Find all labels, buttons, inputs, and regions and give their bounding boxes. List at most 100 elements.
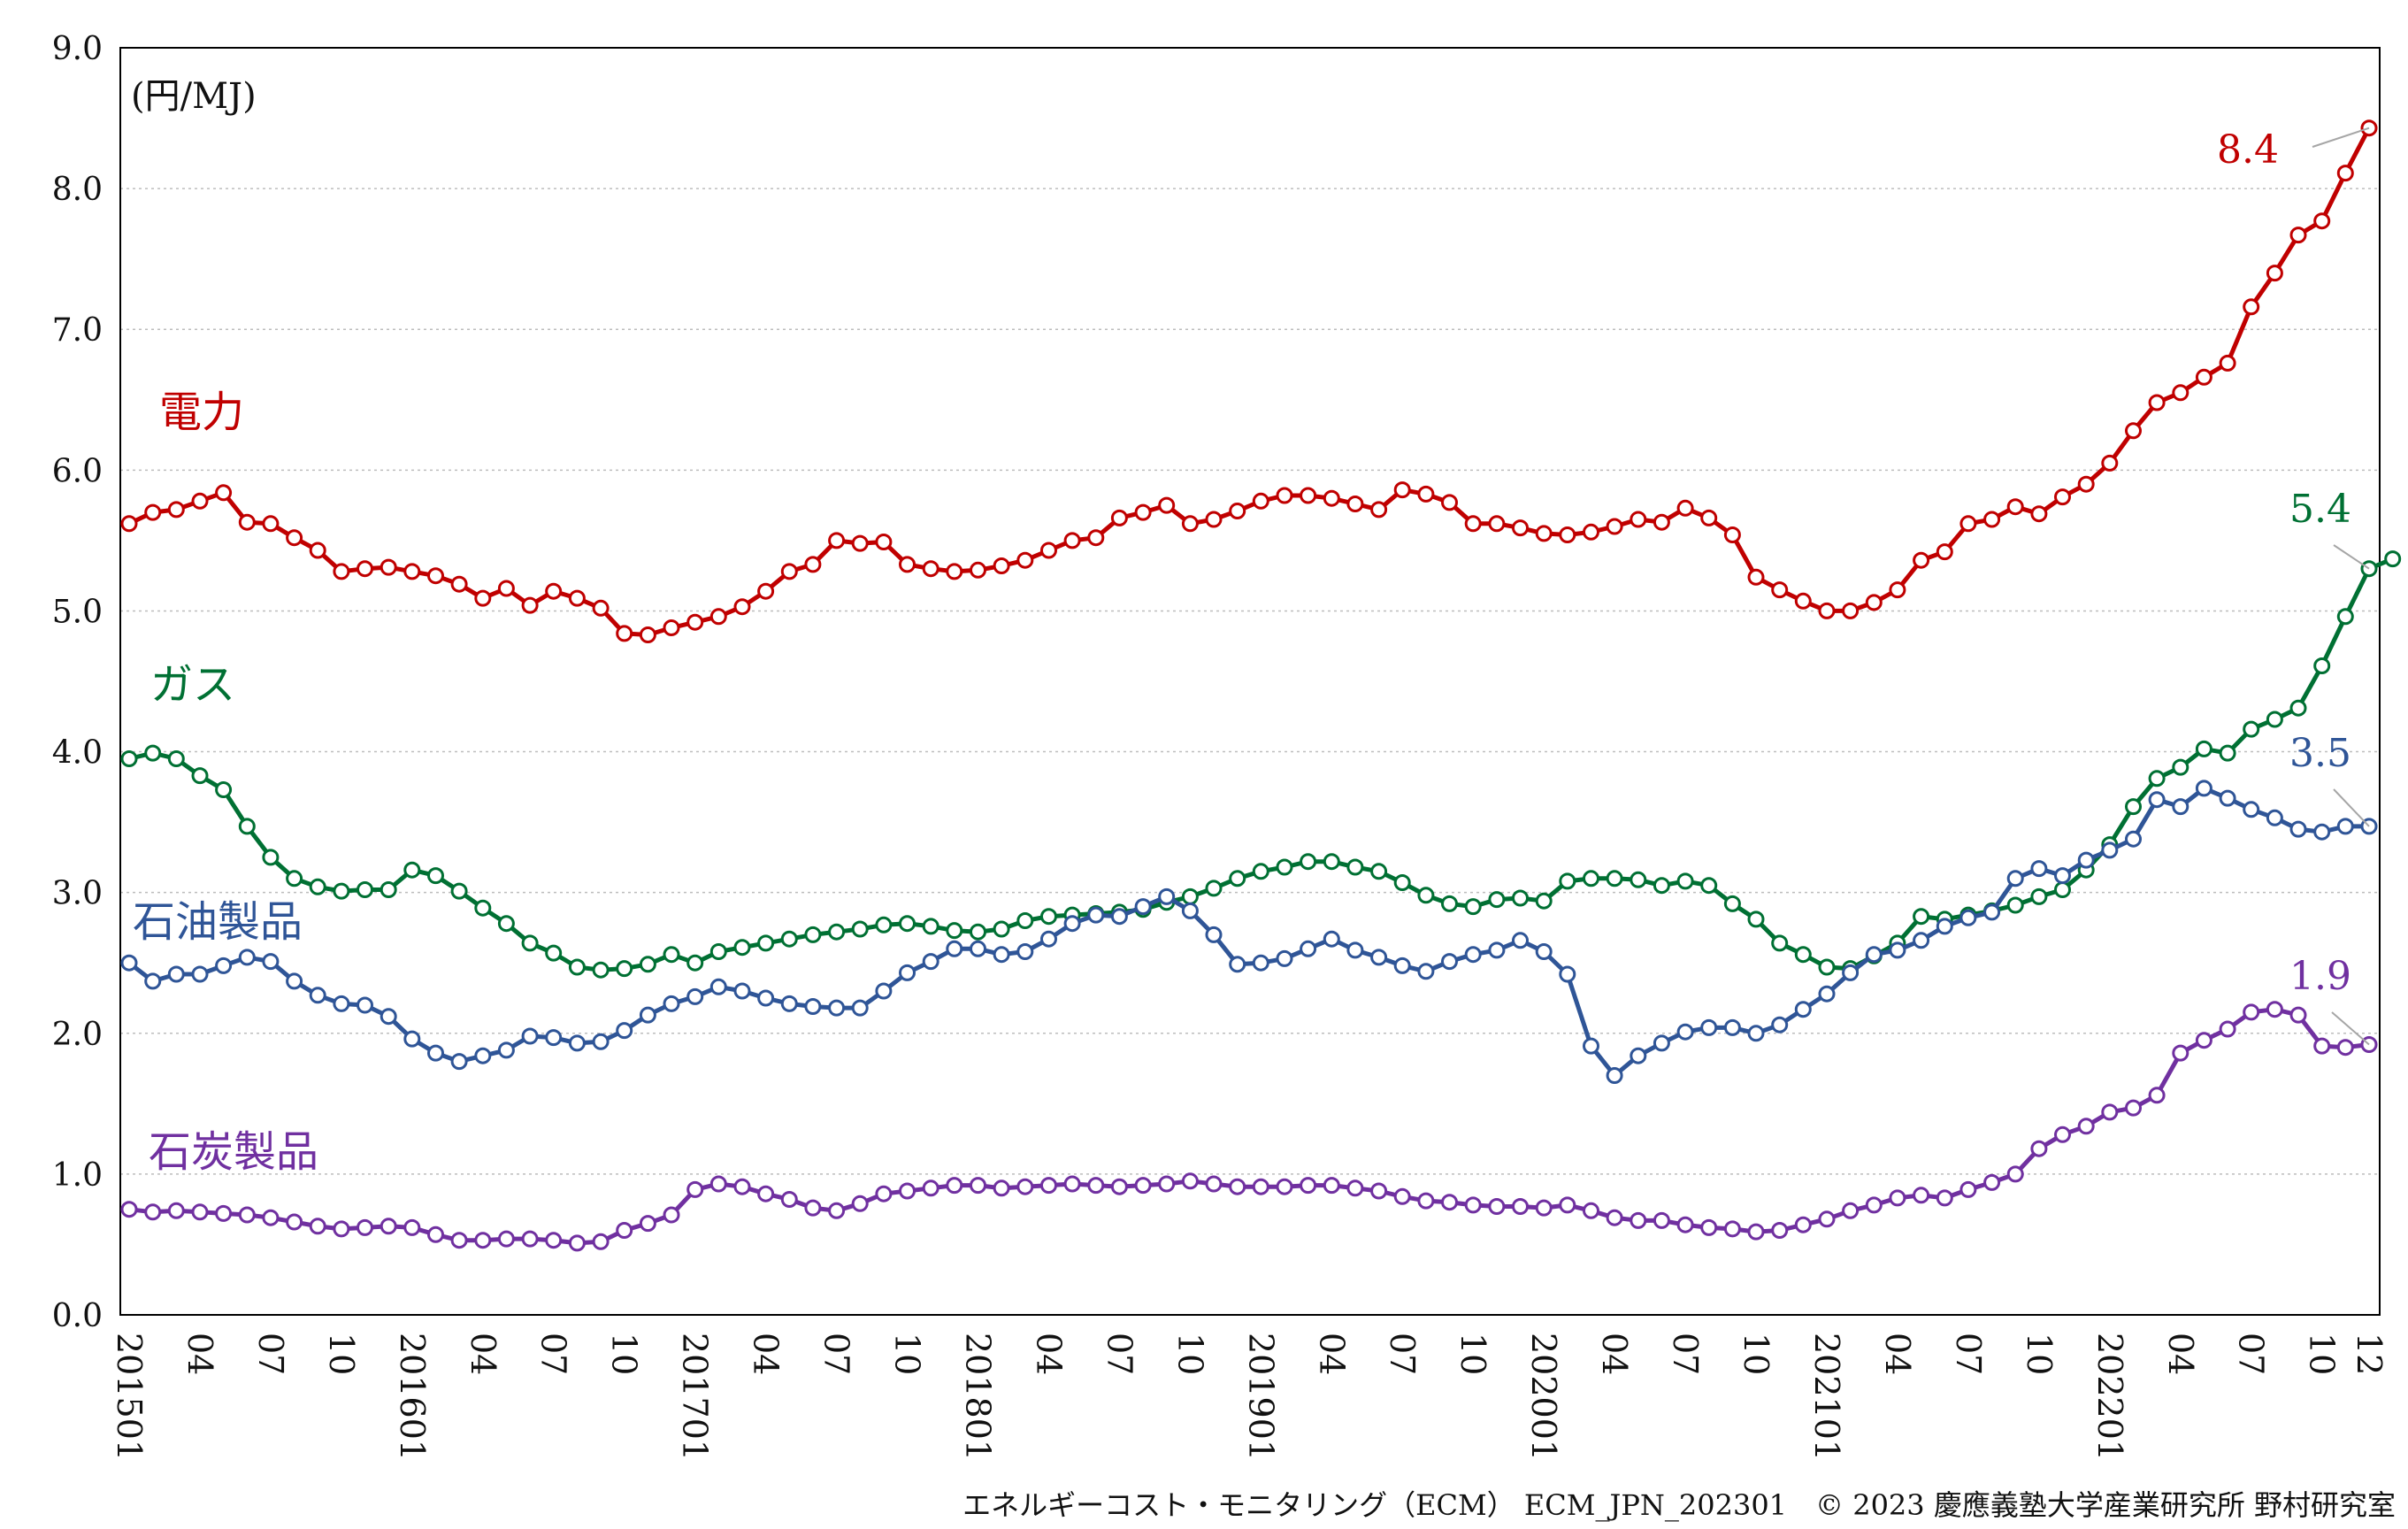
x-tick-label: 04 — [747, 1333, 786, 1375]
data-point — [1393, 1187, 1411, 1205]
data-point — [1913, 932, 1930, 949]
data-point — [922, 1179, 939, 1197]
data-point — [1723, 895, 1741, 912]
data-point — [2219, 1020, 2236, 1038]
data-point — [191, 1203, 209, 1221]
data-point — [828, 999, 846, 1017]
data-point — [2172, 1044, 2189, 1062]
data-point — [1464, 946, 1482, 964]
data-point — [1676, 1023, 1694, 1041]
data-point — [521, 934, 539, 952]
data-point — [922, 953, 939, 971]
x-tick-label: 10 — [1170, 1333, 1209, 1375]
data-point — [709, 608, 727, 626]
data-point — [2077, 475, 2095, 493]
data-point — [1370, 949, 1388, 966]
data-point — [946, 922, 963, 940]
data-point — [215, 484, 233, 502]
data-point — [474, 899, 492, 917]
data-point — [1959, 909, 1977, 926]
x-tick-label: 10 — [2303, 1333, 2342, 1375]
data-point — [828, 532, 846, 549]
data-point — [1229, 870, 1246, 887]
data-point — [1488, 1198, 1506, 1215]
data-point — [1063, 915, 1081, 933]
data-point — [1700, 877, 1718, 895]
data-point — [2313, 1037, 2331, 1055]
data-point — [663, 1206, 680, 1224]
data-point — [309, 878, 326, 895]
data-point — [1653, 877, 1670, 895]
data-point — [2336, 1039, 2354, 1056]
data-point — [1606, 518, 1623, 535]
data-point — [780, 563, 798, 580]
data-point — [1512, 519, 1529, 537]
data-point — [568, 958, 586, 976]
data-point — [450, 1232, 468, 1249]
data-point — [2125, 798, 2142, 816]
data-point — [1087, 529, 1105, 547]
data-point — [2313, 657, 2331, 674]
x-tick-label: 04 — [1595, 1333, 1634, 1375]
data-point — [899, 1182, 916, 1200]
data-point — [2054, 1126, 2071, 1143]
data-point — [238, 949, 256, 966]
end-label-leader — [2333, 544, 2370, 570]
data-point — [1110, 509, 1128, 526]
data-point — [1346, 941, 1364, 959]
data-point — [616, 625, 633, 642]
data-point — [2289, 699, 2307, 717]
data-point — [286, 972, 303, 990]
data-point — [2148, 791, 2166, 809]
data-point — [616, 1022, 633, 1040]
y-tick-label: 8.0 — [52, 172, 103, 208]
footer-credit: エネルギーコスト・モニタリング（ECM） ECM_JPN_202301 © 20… — [962, 1488, 2396, 1522]
data-point — [1040, 930, 1057, 948]
data-point — [167, 501, 185, 519]
data-point — [970, 940, 986, 957]
data-point — [2243, 720, 2260, 738]
data-point — [2195, 1032, 2212, 1049]
data-point — [1346, 1179, 1364, 1197]
data-point — [262, 1209, 280, 1226]
data-point — [2336, 608, 2354, 626]
data-point — [1583, 1037, 1599, 1055]
data-point — [851, 920, 869, 938]
data-point — [2077, 851, 2095, 869]
data-point — [497, 1041, 515, 1059]
data-point — [616, 1222, 633, 1239]
data-point — [663, 619, 680, 636]
data-point — [427, 1226, 444, 1243]
data-point — [1323, 489, 1340, 507]
data-point — [521, 1230, 539, 1248]
y-tick-label: 2.0 — [52, 1017, 103, 1053]
data-point — [1040, 1177, 1057, 1195]
data-point — [545, 1232, 563, 1249]
data-point — [1370, 501, 1388, 519]
data-point — [1865, 946, 1883, 964]
data-point — [215, 1204, 233, 1222]
data-point — [286, 529, 303, 547]
data-point — [120, 515, 138, 533]
data-point — [663, 995, 680, 1012]
data-point — [804, 926, 822, 943]
data-point — [970, 1177, 986, 1195]
data-point — [1063, 1175, 1081, 1193]
data-point — [1323, 930, 1340, 948]
y-tick-label: 6.0 — [52, 453, 103, 489]
data-point — [2148, 394, 2166, 411]
data-point — [2077, 1118, 2095, 1135]
data-point — [2313, 823, 2331, 841]
data-point — [1323, 1177, 1340, 1195]
data-point — [1512, 932, 1529, 949]
y-tick-label: 1.0 — [52, 1157, 103, 1194]
data-point — [2101, 841, 2119, 859]
data-point — [1889, 1189, 1906, 1207]
data-point — [1535, 1199, 1553, 1217]
y-tick-label: 4.0 — [52, 735, 103, 772]
data-point — [1936, 543, 1953, 561]
end-value-label: 8.4 — [2217, 127, 2279, 173]
data-point — [1842, 1202, 1860, 1219]
data-point — [1252, 492, 1269, 510]
